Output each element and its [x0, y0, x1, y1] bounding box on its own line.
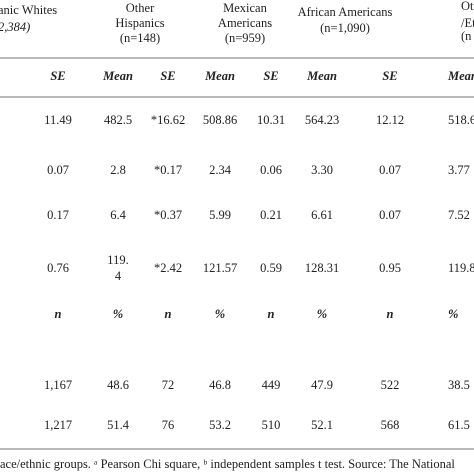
column-header: Mean [204, 69, 235, 83]
table-cell: 6.4 [110, 208, 126, 222]
table-cell: *16.62 [151, 113, 185, 127]
table-cell: 510 [262, 418, 281, 432]
table-cell: 0.06 [260, 163, 282, 177]
table-cell: 6.61 [311, 208, 333, 222]
table-cell: 10.31 [257, 113, 285, 127]
group-header: Ot [461, 0, 474, 13]
table-cell: 11.49 [44, 113, 72, 127]
table-cell: 72 [162, 378, 175, 392]
column-header: Mean [102, 69, 133, 83]
table-cell: 449 [262, 378, 281, 392]
footnote: ace/ethnic groups. ᵃ Pearson Chi square,… [0, 457, 455, 471]
table-cell: 76 [162, 418, 175, 432]
table-cell: 1,217 [44, 418, 72, 432]
table-cell: 47.9 [311, 378, 333, 392]
group-header: (n=959) [225, 31, 265, 45]
table-cell: *0.17 [154, 163, 182, 177]
table-cell: 12.12 [376, 113, 404, 127]
table-cell: 121.57 [203, 261, 237, 275]
table-cell: % [448, 307, 458, 321]
table-cell: 5.99 [209, 208, 231, 222]
table-cell: 522 [381, 378, 400, 392]
group-header: (n=148) [120, 31, 160, 45]
group-header: (n=1,090) [320, 21, 370, 35]
column-header: Mean [447, 69, 474, 83]
column-header: SE [50, 69, 65, 83]
table-cell: 53.2 [209, 418, 231, 432]
group-header: Other [126, 1, 155, 15]
table-cell: 119. [107, 253, 128, 267]
table-cell: 3.77 [448, 163, 470, 177]
table-cell: 4 [115, 269, 122, 283]
table-cell: 518.6 [448, 113, 474, 127]
table-cell: % [317, 307, 327, 321]
table-cell: n [387, 307, 394, 321]
table-cell: 38.5 [448, 378, 470, 392]
table-cell: 0.07 [47, 163, 69, 177]
group-header: /Et [461, 16, 474, 30]
table-cell: 61.5 [448, 418, 470, 432]
table-cell: 0.76 [47, 261, 69, 275]
table-cell: 0.17 [47, 208, 69, 222]
table-cell: 119.8 [448, 261, 474, 275]
table-cell: *2.42 [154, 261, 182, 275]
table-cell: 7.52 [448, 208, 470, 222]
table-cell: % [215, 307, 225, 321]
table-cell: 48.6 [107, 378, 129, 392]
column-header: SE [263, 69, 278, 83]
group-header: Hispanics [115, 16, 164, 30]
group-header: African Americans [298, 5, 393, 19]
table-cell: 2.8 [110, 163, 126, 177]
table-cell: 482.5 [104, 113, 132, 127]
table-cell: 52.1 [311, 418, 333, 432]
table-cell: 2.34 [209, 163, 232, 177]
table-cell: 0.95 [379, 261, 401, 275]
table-cell: 0.21 [260, 208, 282, 222]
group-header: anic Whites [0, 3, 57, 17]
table-cell: 46.8 [209, 378, 231, 392]
group-header: 2,384) [0, 20, 30, 34]
table-cell: 0.59 [260, 261, 282, 275]
table-cell: n [165, 307, 172, 321]
table-cell: 564.23 [305, 113, 339, 127]
column-header: SE [160, 69, 175, 83]
group-header: Mexican [223, 1, 267, 15]
table-cell: 1,167 [44, 378, 72, 392]
group-header: (n [461, 29, 472, 43]
column-header: SE [382, 69, 397, 83]
table-cell: 568 [381, 418, 400, 432]
table-cell: 3.30 [311, 163, 333, 177]
table-cell: 508.86 [203, 113, 237, 127]
column-header: Mean [306, 69, 337, 83]
table-cell: 0.07 [379, 208, 401, 222]
group-header: Americans [218, 16, 272, 30]
table-cell: n [268, 307, 275, 321]
table-cell: 51.4 [107, 418, 130, 432]
table-cell: 128.31 [305, 261, 339, 275]
table-cell: % [113, 307, 123, 321]
table-cell: *0.37 [154, 208, 182, 222]
table-cell: 0.07 [379, 163, 401, 177]
table-cell: n [55, 307, 62, 321]
